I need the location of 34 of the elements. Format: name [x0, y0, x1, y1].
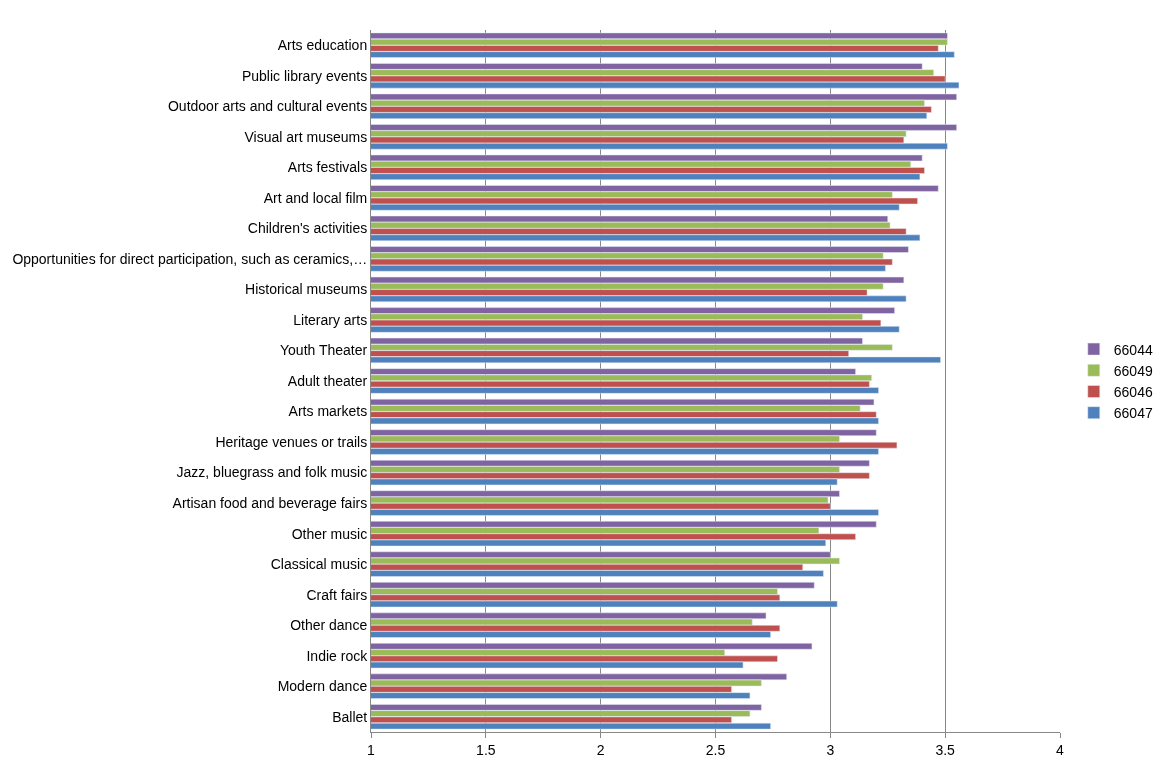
y-tick-label: Adult theater [287, 372, 368, 389]
y-tick-label: Literary arts [293, 311, 368, 328]
x-tick-label: 4 [1056, 741, 1065, 758]
y-tick-label: Jazz, bluegrass and folk music [176, 464, 368, 481]
y-tick-label: Other music [291, 525, 368, 542]
x-tick-label: 2 [596, 741, 605, 758]
legend-label: 66046 [1113, 383, 1153, 400]
y-tick-label: Modern dance [277, 678, 368, 695]
y-tick-label: Heritage venues or trails [215, 433, 368, 450]
legend-label: 66049 [1113, 362, 1153, 379]
y-tick-label: Indie rock [306, 647, 369, 664]
x-tick-label: 1.5 [476, 741, 496, 758]
y-tick-label: Classical music [270, 556, 368, 573]
legend-label: 66044 [1113, 341, 1153, 358]
y-tick-label: Historical museums [245, 281, 368, 298]
y-tick-label: Arts markets [288, 403, 368, 420]
y-tick-label: Ballet [332, 708, 368, 725]
x-tick-label: 3.5 [935, 741, 956, 758]
y-tick-label: Children's activities [247, 220, 368, 237]
legend-label: 66047 [1113, 405, 1153, 422]
y-tick-label: Visual art museums [244, 128, 368, 145]
x-tick-label: 3 [826, 741, 835, 758]
x-tick-label: 1 [367, 741, 376, 758]
y-tick-label: Arts festivals [287, 159, 368, 176]
y-tick-label: Other dance [290, 617, 368, 634]
y-tick-label: Opportunities for direct participation, such as ceramics,… [12, 250, 368, 267]
y-tick-label: Art and local film [263, 189, 368, 206]
x-tick-label: 2.5 [705, 741, 726, 758]
y-tick-label: Public library events [241, 67, 368, 84]
y-tick-label: Outdoor arts and cultural events [167, 98, 368, 115]
y-tick-label: Craft fairs [306, 586, 368, 603]
y-tick-label: Artisan food and beverage fairs [172, 494, 368, 511]
y-tick-label: Youth Theater [280, 342, 368, 359]
y-tick-label: Arts education [277, 37, 368, 54]
